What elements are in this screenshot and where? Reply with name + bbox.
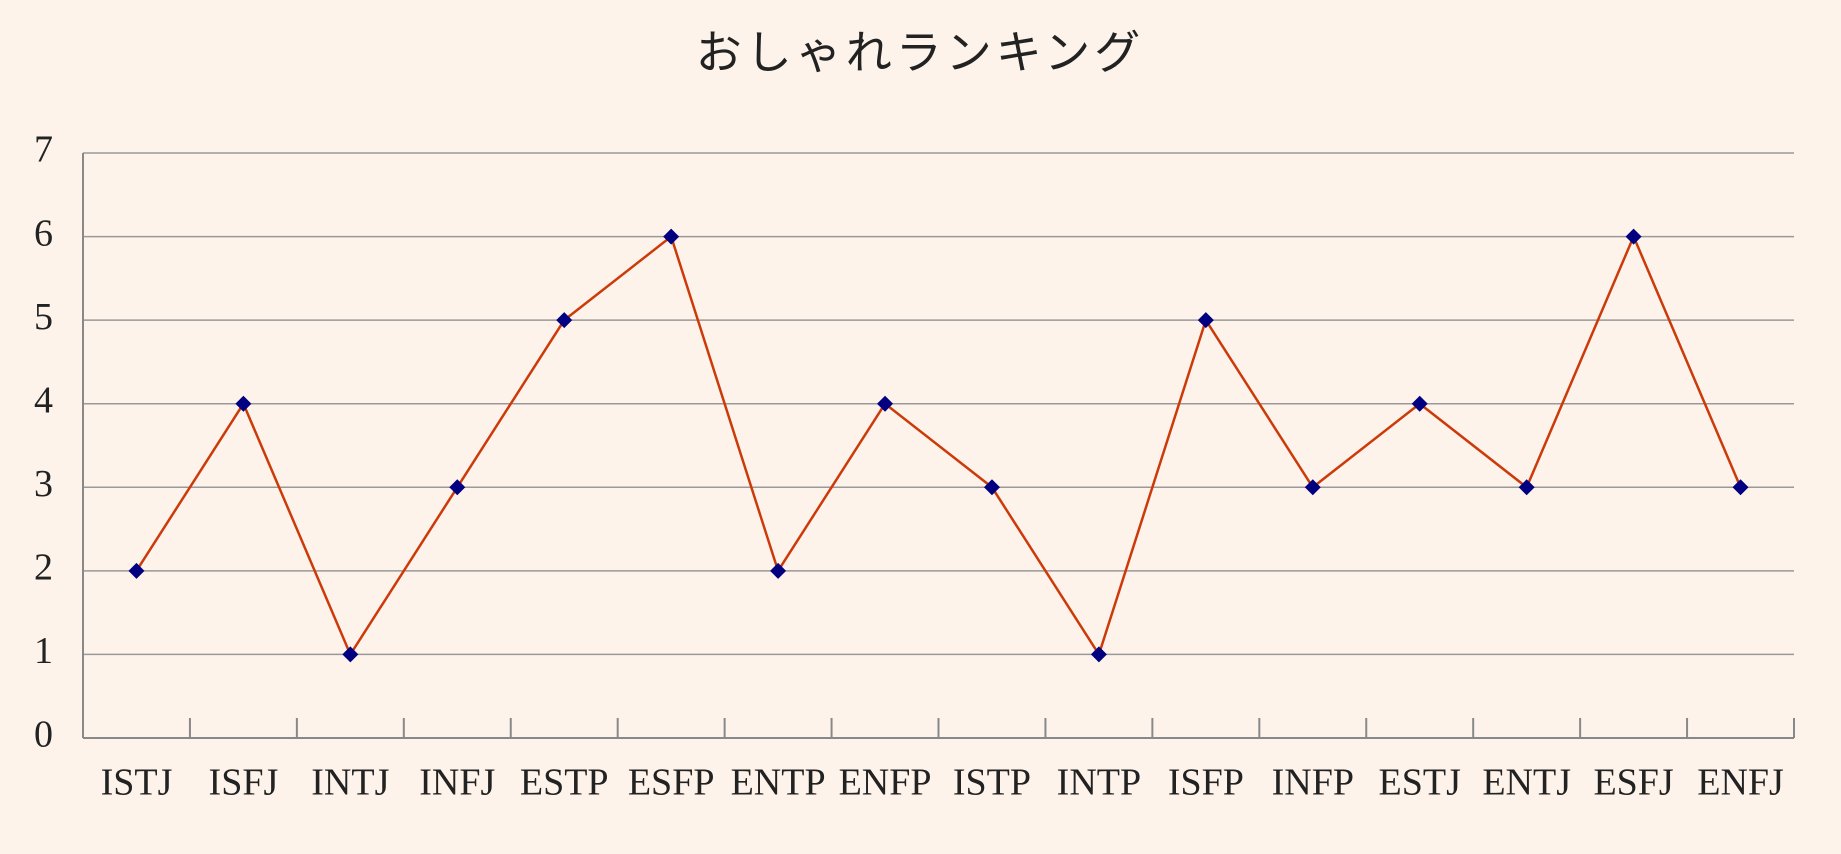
x-tick-label: INTJ [311, 762, 389, 804]
data-point [1197, 312, 1214, 329]
x-tick-label: ENTP [731, 762, 826, 804]
data-point [235, 395, 252, 412]
y-tick-label: 3 [34, 463, 53, 505]
series-line [135, 233, 1742, 658]
data-point [1518, 479, 1535, 496]
x-tick-label: INFP [1272, 762, 1354, 804]
y-tick-label: 0 [34, 714, 53, 756]
data-point [128, 562, 145, 579]
y-tick-label: 1 [34, 630, 53, 672]
data-point [342, 646, 359, 663]
x-tick-label: ESFP [628, 762, 715, 804]
data-point [1732, 479, 1749, 496]
data-point [983, 479, 1000, 496]
x-tick-label: ENFP [839, 762, 932, 804]
data-point [663, 228, 680, 245]
x-tick-label: ISFJ [209, 762, 279, 804]
x-tick-label: ENFJ [1697, 762, 1784, 804]
data-point [770, 562, 787, 579]
data-point [1625, 228, 1642, 245]
data-point [449, 479, 466, 496]
data-point [556, 312, 573, 329]
y-tick-label: 4 [34, 379, 53, 421]
x-tick-label: ENTJ [1482, 762, 1571, 804]
y-tick-label: 7 [34, 129, 53, 171]
data-point [1304, 479, 1321, 496]
x-tick-label: INFJ [419, 762, 495, 804]
x-tick-label: ISFP [1168, 762, 1244, 804]
x-tick-label: ESFJ [1593, 762, 1673, 804]
x-tick-label: ESTP [520, 762, 609, 804]
x-tick-label: ESTJ [1379, 762, 1461, 804]
x-tick-label: ISTP [953, 762, 1031, 804]
chart-title: おしゃれランキング [696, 28, 1145, 79]
y-tick-label: 5 [34, 296, 53, 338]
data-point [877, 395, 894, 412]
x-tick-label: ISTJ [101, 762, 173, 804]
y-tick-label: 2 [34, 547, 53, 589]
y-tick-label: 6 [34, 212, 53, 254]
data-point [1090, 646, 1107, 663]
data-point [1411, 395, 1428, 412]
x-tick-label: INTP [1057, 762, 1141, 804]
